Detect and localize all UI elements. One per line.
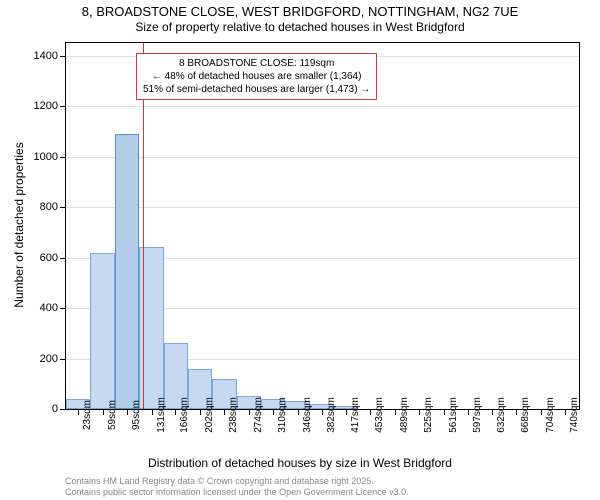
x-tick-label: 23sqm xyxy=(82,400,93,430)
chart-title-main: 8, BROADSTONE CLOSE, WEST BRIDGFORD, NOT… xyxy=(0,4,600,19)
footer-line-1: Contains HM Land Registry data © Crown c… xyxy=(65,476,374,486)
footer-line-2: Contains public sector information licen… xyxy=(65,487,409,497)
chart-container: 8, BROADSTONE CLOSE, WEST BRIDGFORD, NOT… xyxy=(0,0,600,500)
x-tick xyxy=(78,410,79,415)
y-axis-title: Number of detached properties xyxy=(12,142,26,307)
x-tick xyxy=(346,410,347,415)
y-tick xyxy=(60,157,65,158)
x-tick xyxy=(370,410,371,415)
y-tick xyxy=(60,106,65,107)
x-tick-label: 489sqm xyxy=(399,397,410,433)
y-tick-label: 1000 xyxy=(34,151,58,163)
x-tick xyxy=(103,410,104,415)
y-tick xyxy=(60,258,65,259)
x-tick-label: 59sqm xyxy=(107,400,118,430)
x-tick xyxy=(492,410,493,415)
x-tick-label: 131sqm xyxy=(156,397,167,433)
x-tick-label: 632sqm xyxy=(496,397,507,433)
x-tick xyxy=(541,410,542,415)
x-tick xyxy=(419,410,420,415)
x-tick-label: 704sqm xyxy=(545,397,556,433)
x-tick xyxy=(200,410,201,415)
x-tick-label: 525sqm xyxy=(423,397,434,433)
x-tick xyxy=(516,410,517,415)
callout-line: 51% of semi-detached houses are larger (… xyxy=(143,83,370,96)
y-tick-label: 400 xyxy=(40,302,58,314)
x-tick-label: 274sqm xyxy=(253,397,264,433)
x-tick xyxy=(249,410,250,415)
y-tick xyxy=(60,359,65,360)
x-tick xyxy=(175,410,176,415)
x-axis-title: Distribution of detached houses by size … xyxy=(0,456,600,470)
y-tick-label: 0 xyxy=(52,403,58,415)
x-tick-label: 382sqm xyxy=(326,397,337,433)
x-tick xyxy=(152,410,153,415)
x-tick-label: 310sqm xyxy=(277,397,288,433)
x-tick xyxy=(298,410,299,415)
x-tick-label: 346sqm xyxy=(302,397,313,433)
x-tick xyxy=(395,410,396,415)
callout-box: 8 BROADSTONE CLOSE: 119sqm← 48% of detac… xyxy=(136,53,377,100)
y-tick xyxy=(60,56,65,57)
x-tick-label: 668sqm xyxy=(520,397,531,433)
y-tick-label: 600 xyxy=(40,252,58,264)
y-tick-label: 1200 xyxy=(34,100,58,112)
x-tick xyxy=(273,410,274,415)
y-tick xyxy=(60,308,65,309)
x-tick-label: 561sqm xyxy=(448,397,459,433)
y-tick xyxy=(60,207,65,208)
callout-line: ← 48% of detached houses are smaller (1,… xyxy=(143,70,370,83)
plot-area: 020040060080010001200140023sqm59sqm95sqm… xyxy=(65,42,580,410)
x-tick-label: 597sqm xyxy=(472,397,483,433)
x-tick xyxy=(322,410,323,415)
histogram-bar xyxy=(115,134,139,409)
y-tick-label: 800 xyxy=(40,201,58,213)
x-tick-label: 740sqm xyxy=(569,397,580,433)
x-tick-label: 166sqm xyxy=(179,397,190,433)
x-tick xyxy=(224,410,225,415)
x-tick xyxy=(468,410,469,415)
histogram-bar xyxy=(90,253,114,409)
x-tick xyxy=(565,410,566,415)
x-tick-label: 202sqm xyxy=(204,397,215,433)
x-tick-label: 95sqm xyxy=(131,400,142,430)
y-tick xyxy=(60,409,65,410)
x-tick-label: 238sqm xyxy=(228,397,239,433)
x-tick xyxy=(444,410,445,415)
chart-title-sub: Size of property relative to detached ho… xyxy=(0,20,600,34)
y-tick-label: 1400 xyxy=(34,50,58,62)
x-tick-label: 453sqm xyxy=(374,397,385,433)
x-tick-label: 417sqm xyxy=(350,397,361,433)
x-tick xyxy=(127,410,128,415)
y-tick-label: 200 xyxy=(40,353,58,365)
callout-line: 8 BROADSTONE CLOSE: 119sqm xyxy=(143,57,370,70)
